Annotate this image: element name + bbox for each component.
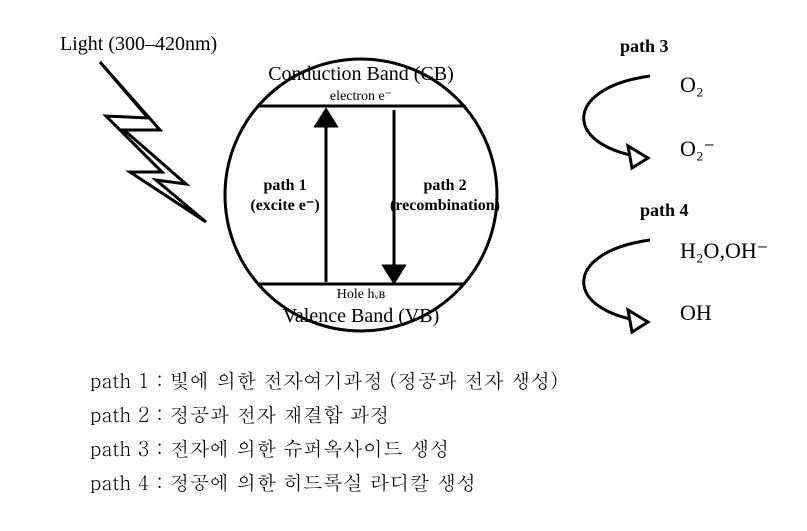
path3-reactant: O₂ bbox=[680, 72, 704, 97]
path3-product: O₂⁻ bbox=[680, 136, 715, 161]
path1-sublabel: (excite e⁻) bbox=[250, 197, 319, 214]
legend-item: path 4 : 정공에 의한 히드록실 라디칼 생성 bbox=[90, 467, 476, 496]
legend-item: path 3 : 전자에 의한 슈퍼옥사이드 생성 bbox=[90, 433, 450, 462]
path4-reactant: H₂O,OH⁻ bbox=[680, 238, 768, 263]
path4-curve-arrow bbox=[584, 240, 650, 322]
path3-arrowhead bbox=[628, 146, 648, 168]
lightning-icon bbox=[100, 62, 206, 222]
light-label: Light (300–420nm) bbox=[60, 33, 217, 55]
path4-arrowhead bbox=[628, 310, 648, 332]
legend-item: path 1 : 빛에 의한 전자여기과정 (정공과 전자 생성) bbox=[90, 365, 558, 394]
path3-label: path 3 bbox=[620, 36, 669, 56]
path1-label: path 1 bbox=[263, 177, 306, 194]
legend: path 1 : 빛에 의한 전자여기과정 (정공과 전자 생성) path 2… bbox=[90, 365, 558, 496]
path3-curve-arrow bbox=[584, 76, 650, 158]
path2-label: path 2 bbox=[423, 177, 466, 194]
electron-label: electron e⁻ bbox=[330, 89, 392, 104]
conduction-band-label: Conduction Band (CB) bbox=[268, 63, 454, 85]
legend-item: path 2 : 정공과 전자 재결합 과정 bbox=[90, 399, 390, 428]
diagram-canvas: Light (300–420nm) Conduction Band (CB) e… bbox=[0, 0, 807, 531]
path4-label: path 4 bbox=[640, 200, 689, 220]
hole-label: Hole hᵥʙ bbox=[337, 287, 386, 302]
path4-product: OH bbox=[680, 300, 712, 325]
path2-sublabel: (recombination) bbox=[390, 197, 500, 214]
valence-band-label: Valence Band (VB) bbox=[283, 305, 440, 327]
